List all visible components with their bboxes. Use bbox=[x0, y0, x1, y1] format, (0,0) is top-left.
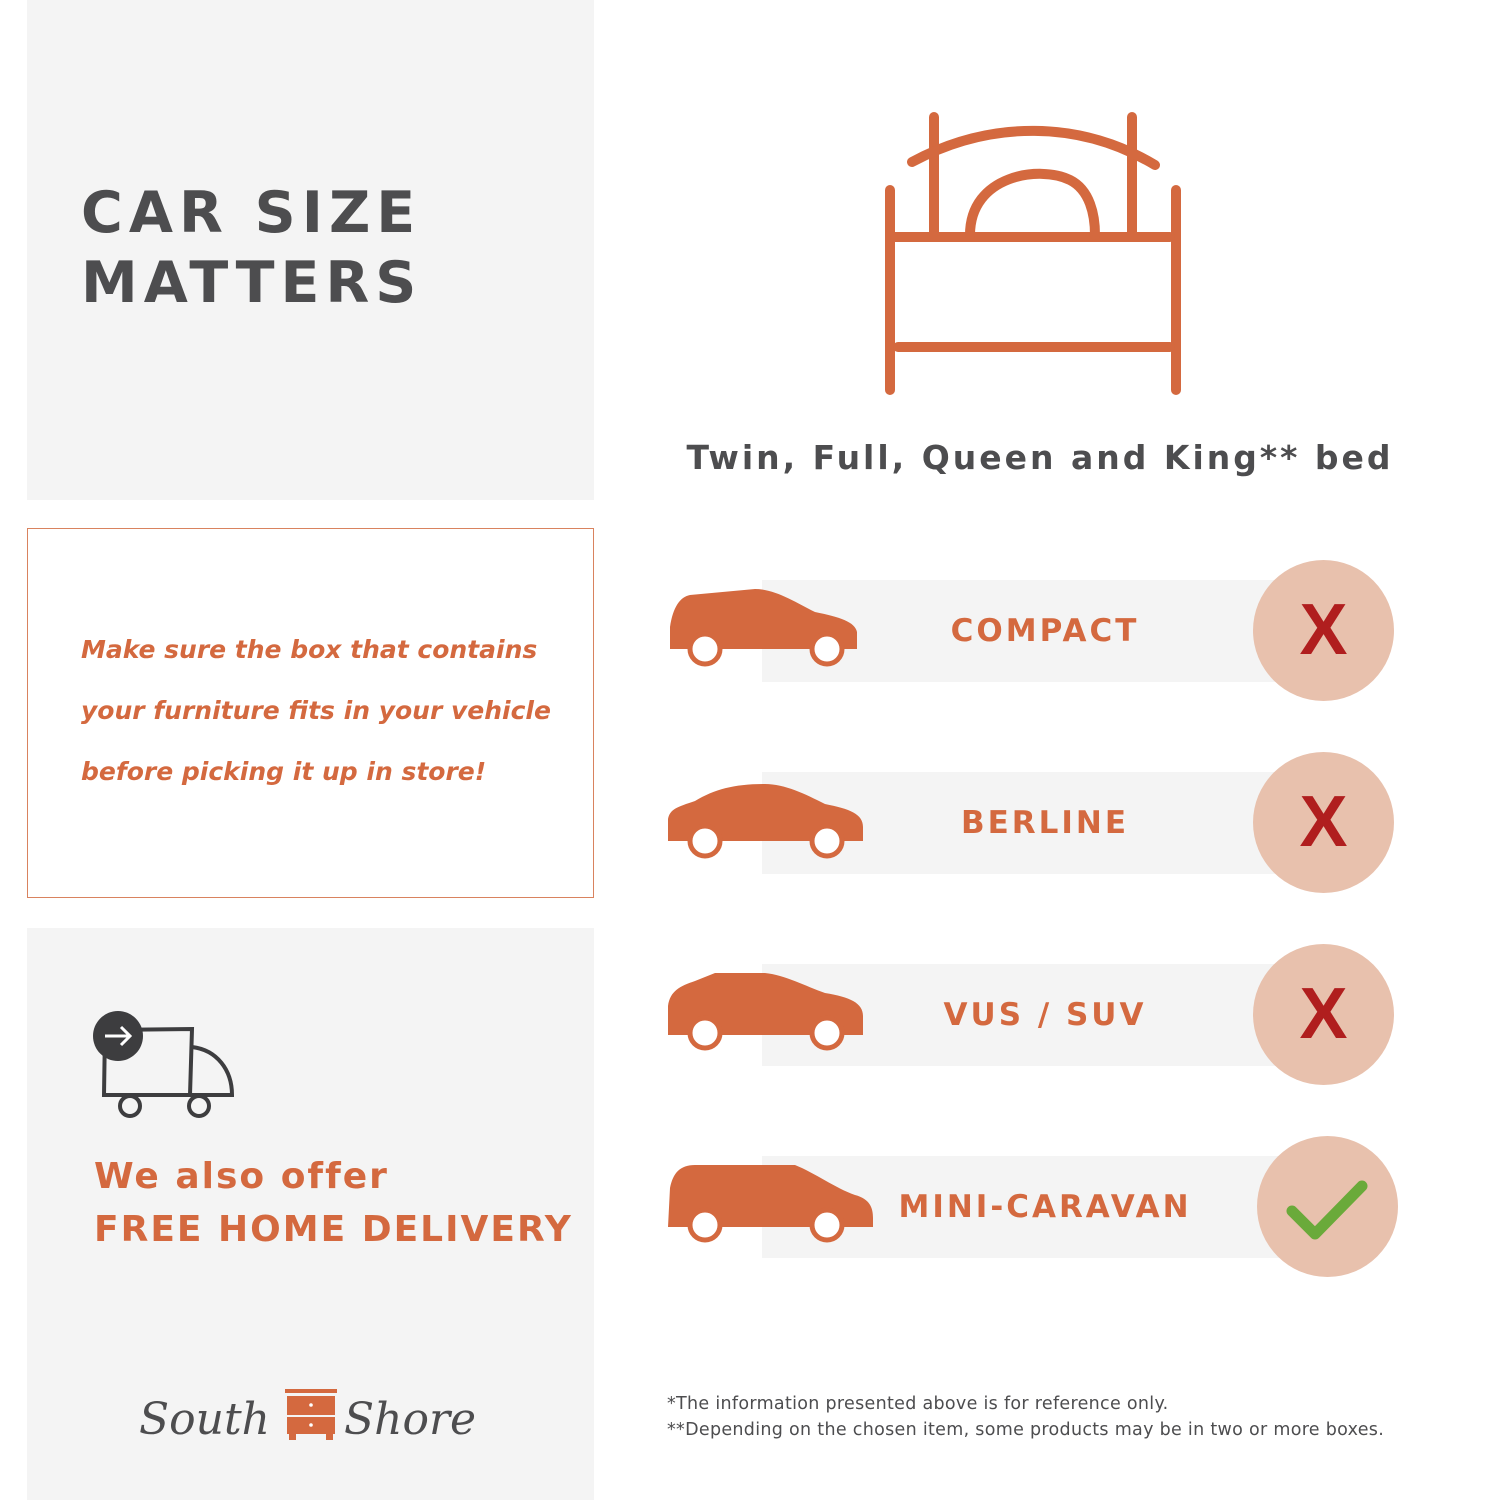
nightstand-icon bbox=[285, 1389, 337, 1440]
car-size-row: MINI-CARAVAN bbox=[665, 1133, 1405, 1278]
bed-caption: Twin, Full, Queen and King** bed bbox=[686, 438, 1394, 477]
logo-text-left: South bbox=[139, 1394, 270, 1445]
delivery-offer: We also offer FREE HOME DELIVERY bbox=[94, 1150, 573, 1256]
car-size-row: COMPACT X bbox=[665, 557, 1405, 702]
car-size-label: COMPACT bbox=[950, 613, 1140, 649]
fit-status-badge: X bbox=[1253, 560, 1394, 701]
car-size-label: VUS / SUV bbox=[943, 997, 1147, 1033]
car-size-label: BERLINE bbox=[960, 805, 1130, 841]
bed-icon bbox=[885, 112, 1181, 395]
suv-car-icon bbox=[668, 973, 863, 1051]
car-body bbox=[668, 973, 863, 1035]
car-size-label: MINI-CARAVAN bbox=[898, 1189, 1192, 1225]
offer-line: We also offer bbox=[94, 1156, 389, 1197]
delivery-panel: We also offer FREE HOME DELIVERY South S… bbox=[27, 928, 594, 1500]
offer-headline: FREE HOME DELIVERY bbox=[94, 1209, 573, 1250]
title-panel: CAR SIZE MATTERS bbox=[27, 0, 594, 500]
car-body bbox=[668, 784, 863, 841]
note-text: Make sure the box that contains your fur… bbox=[81, 619, 551, 802]
compact-car-icon bbox=[670, 589, 857, 667]
note-line: before picking it up in store! bbox=[81, 757, 487, 786]
sedan-car-icon bbox=[668, 784, 863, 859]
footnote: *The information presented above is for … bbox=[667, 1394, 1169, 1414]
fit-status-badge: X bbox=[1253, 944, 1394, 1085]
x-icon: X bbox=[1299, 590, 1348, 670]
page-title: CAR SIZE MATTERS bbox=[81, 178, 422, 318]
title-line: CAR SIZE bbox=[81, 180, 422, 246]
footnotes: *The information presented above is for … bbox=[667, 1391, 1384, 1443]
south-shore-logo: South Shore bbox=[139, 1389, 476, 1445]
car-body bbox=[670, 589, 857, 649]
check-icon bbox=[1286, 1180, 1368, 1240]
delivery-truck-icon bbox=[93, 1011, 235, 1118]
x-icon: X bbox=[1299, 782, 1348, 862]
x-icon: X bbox=[1299, 974, 1348, 1054]
minivan-icon bbox=[668, 1165, 873, 1243]
note-panel: Make sure the box that contains your fur… bbox=[27, 528, 594, 898]
logo-text-right: Shore bbox=[344, 1394, 476, 1445]
car-size-row: VUS / SUV X bbox=[665, 941, 1405, 1086]
note-line: Make sure the box that contains bbox=[81, 635, 538, 664]
title-line: MATTERS bbox=[81, 250, 423, 316]
note-line: your furniture fits in your vehicle bbox=[81, 696, 551, 725]
fit-status-badge: X bbox=[1253, 752, 1394, 893]
car-size-row: BERLINE X bbox=[665, 749, 1405, 894]
fit-status-badge bbox=[1257, 1136, 1398, 1277]
footnote: **Depending on the chosen item, some pro… bbox=[667, 1420, 1385, 1440]
